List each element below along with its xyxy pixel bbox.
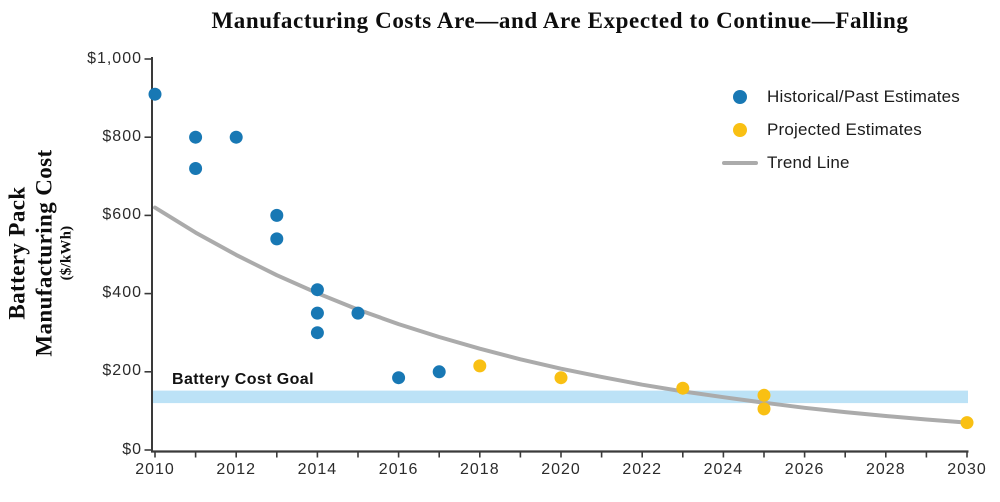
- legend-item-projected: Projected Estimates: [722, 113, 960, 146]
- data-point-historical: [189, 162, 203, 175]
- data-point-historical: [148, 87, 162, 101]
- data-point-projected: [757, 402, 771, 416]
- y-tick-label: $1,000: [87, 49, 142, 67]
- data-point-projected: [676, 381, 690, 395]
- y-axis-title: Battery Pack Manufacturing Cost ($/kWh): [4, 149, 77, 356]
- historical-dot-icon: [733, 89, 747, 104]
- goal-band-label: Battery Cost Goal: [172, 371, 314, 388]
- data-point-historical: [432, 365, 446, 379]
- y-tick-label: $200: [102, 362, 142, 380]
- data-point-historical: [310, 326, 324, 340]
- data-point-historical: [310, 306, 324, 320]
- x-tick-label: 2026: [784, 461, 825, 478]
- x-tick-label: 2010: [135, 461, 175, 478]
- data-point-historical: [392, 371, 406, 385]
- chart-title: Manufacturing Costs Are—and Are Expected…: [211, 8, 909, 33]
- data-point-historical: [270, 232, 284, 246]
- y-tick-label: $800: [102, 127, 142, 145]
- x-tick-label: 2016: [378, 461, 419, 478]
- legend-item-trend: Trend Line: [722, 146, 960, 179]
- data-point-historical: [270, 208, 284, 222]
- y-axis-units: ($/kWh): [58, 225, 75, 281]
- data-point-projected: [473, 359, 487, 373]
- y-axis-title-line2: Manufacturing Cost: [31, 149, 57, 357]
- x-tick-label: 2012: [216, 461, 256, 478]
- goal-band: [153, 390, 968, 404]
- x-tick-label: 2024: [703, 461, 744, 478]
- x-tick-label: 2028: [866, 461, 906, 478]
- legend-label-historical: Historical/Past Estimates: [767, 86, 960, 106]
- x-tick-label: 2020: [541, 461, 581, 478]
- legend-swatch-wrap: [722, 160, 758, 165]
- projected-dot-icon: [733, 122, 747, 137]
- legend: Historical/Past Estimates Projected Esti…: [722, 80, 960, 179]
- y-tick-label: $600: [102, 205, 142, 223]
- y-tick-label: $0: [122, 440, 142, 458]
- data-point-historical: [351, 306, 365, 320]
- x-tick-label: 2018: [460, 461, 500, 478]
- y-axis-title-line1: Battery Pack: [4, 186, 30, 320]
- legend-swatch-wrap: [722, 122, 758, 137]
- legend-swatch-wrap: [722, 89, 758, 104]
- data-point-historical: [310, 283, 324, 297]
- legend-item-historical: Historical/Past Estimates: [722, 80, 960, 113]
- trend-line-icon: [722, 160, 758, 165]
- data-point-historical: [229, 130, 243, 144]
- x-tick-label: 2022: [622, 461, 662, 478]
- trend-line: [153, 205, 969, 425]
- legend-label-trend: Trend Line: [767, 152, 850, 172]
- y-tick-label: $400: [102, 284, 142, 302]
- data-point-historical: [189, 130, 203, 144]
- x-tick-label: 2014: [297, 461, 338, 478]
- legend-label-projected: Projected Estimates: [767, 119, 922, 139]
- data-point-projected: [960, 416, 974, 430]
- x-tick-label: 2030: [947, 461, 987, 478]
- data-point-projected: [757, 388, 771, 402]
- data-point-projected: [554, 371, 568, 385]
